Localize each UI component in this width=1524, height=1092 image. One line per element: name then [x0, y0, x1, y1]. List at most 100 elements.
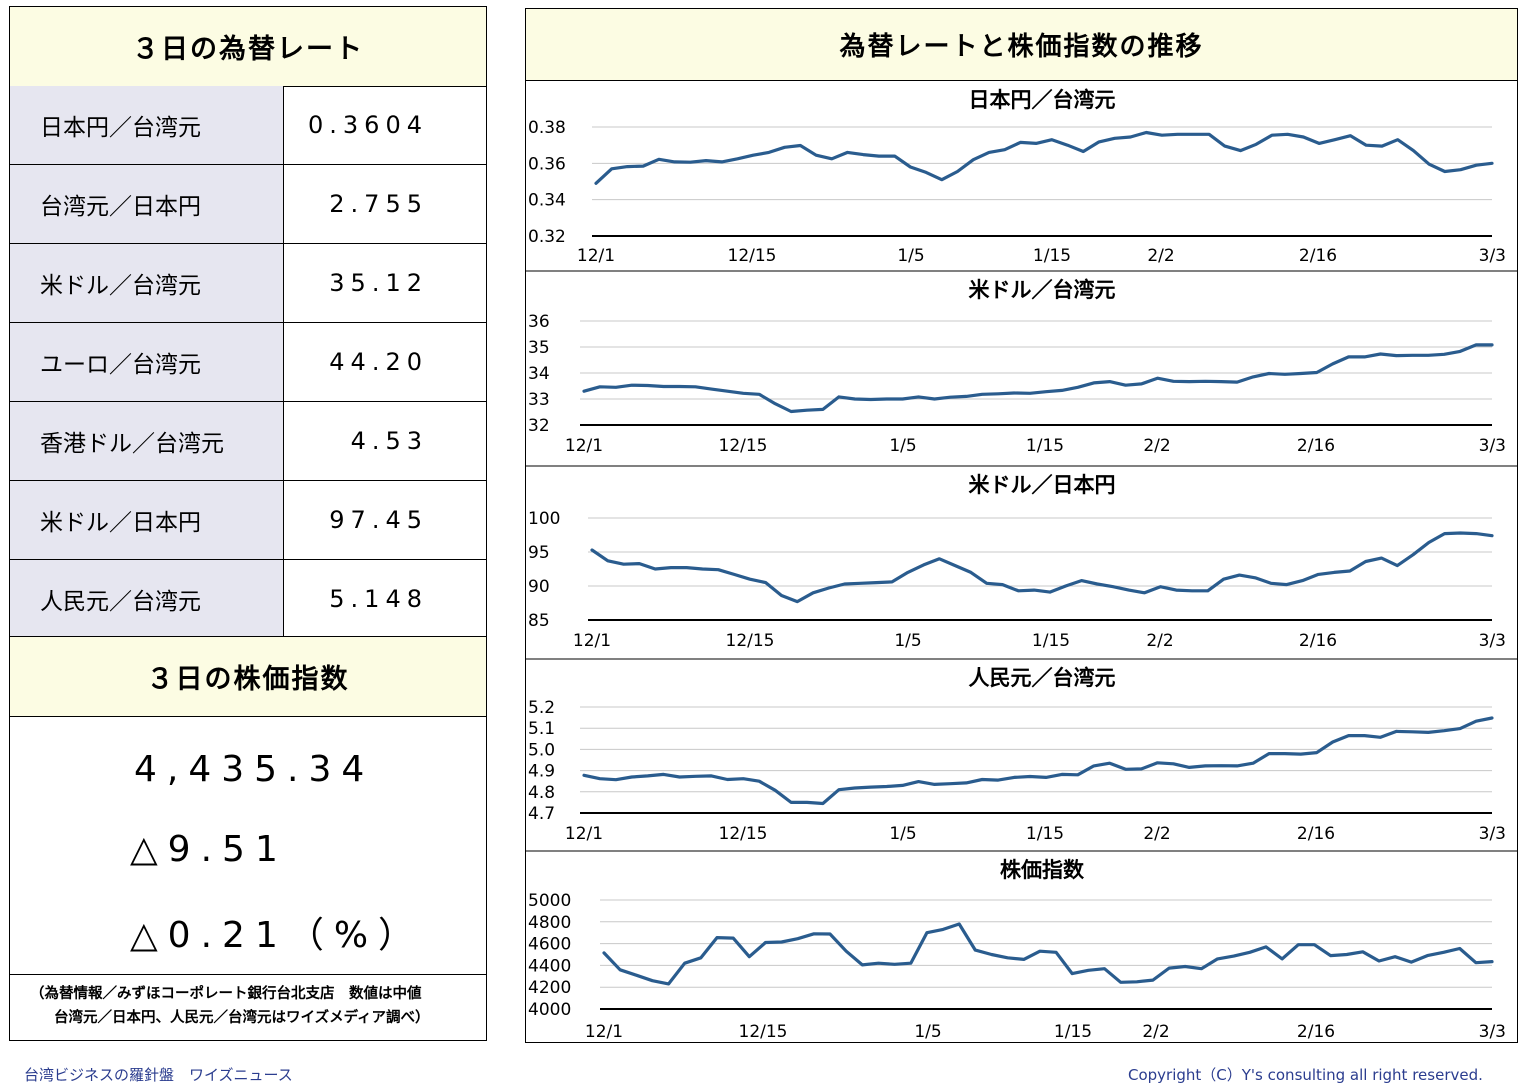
y-tick-label: 4200	[528, 978, 571, 998]
rate-title: ３日の為替レート	[10, 7, 486, 87]
y-tick-label: 0.34	[528, 191, 566, 211]
x-tick-label: 12/1	[577, 246, 615, 266]
x-tick-label: 1/5	[889, 824, 916, 844]
x-tick-label: 1/15	[1054, 1022, 1092, 1042]
x-tick-label: 2/16	[1297, 824, 1335, 844]
source-note-line1: （為替情報／みずほコーポレート銀行台北支店 数値は中値	[30, 986, 422, 1002]
rate-label: ユーロ／台湾元	[10, 322, 284, 402]
rate-label: 米ドル／台湾元	[10, 243, 284, 323]
rate-value: 5.148	[329, 585, 428, 613]
stock-value: 4,435.34	[134, 749, 375, 790]
y-tick-label: 85	[528, 611, 550, 631]
rate-value: 35.12	[283, 243, 486, 323]
chart-title: 株価指数	[1000, 858, 1085, 882]
x-tick-label: 12/1	[565, 824, 603, 844]
y-tick-label: 4.8	[528, 783, 555, 803]
charts-svg: 日本円／台湾元 0.38 0.36 0.34 0.32 12/1 12/15 1/5 1/15 2…	[526, 88, 1517, 1042]
y-tick-label: 33	[528, 390, 550, 410]
rate-label: 香港ドル／台湾元	[10, 401, 284, 481]
chart-2: 米ドル／台湾元 36 35 34 33 32 12/1 12/15 1/5 1/15 2/2 2/16…	[526, 270, 1517, 456]
x-tick-label: 1/5	[897, 246, 924, 266]
y-tick-label: 5000	[528, 891, 571, 911]
y-tick-label: 32	[528, 416, 550, 436]
y-tick-label: 95	[528, 543, 550, 563]
chart-panel: 為替レートと株価指数の推移 日本円／台湾元 0.38 0.36 0.34 0.32 12/…	[525, 8, 1518, 1043]
chart-title: 米ドル／日本円	[969, 473, 1116, 497]
x-tick-label: 12/15	[719, 436, 768, 456]
chart-title: 人民元／台湾元	[969, 666, 1116, 690]
y-tick-label: 90	[528, 577, 550, 597]
x-tick-label: 2/2	[1142, 1022, 1169, 1042]
rate-value: 0.3604	[283, 86, 486, 165]
x-tick-label: 12/1	[573, 631, 611, 651]
table-row: 香港ドル／台湾元 4.53	[10, 401, 486, 481]
y-tick-label: 35	[528, 338, 550, 358]
x-tick-label: 3/3	[1479, 824, 1506, 844]
x-tick-label: 2/16	[1299, 631, 1337, 651]
x-tick-label: 1/5	[914, 1022, 941, 1042]
chart-title: 米ドル／台湾元	[969, 278, 1116, 302]
chart-title: 日本円／台湾元	[969, 88, 1116, 112]
source-note-line2: 台湾元／日本円、人民元／台湾元はワイズメディア調べ）	[54, 1010, 430, 1026]
table-row: 米ドル／台湾元 35.12	[10, 243, 486, 323]
series-line	[582, 343, 1494, 414]
rate-value: 97.45	[283, 480, 486, 560]
y-tick-label: 36	[528, 312, 550, 332]
x-tick-label: 12/15	[739, 1022, 788, 1042]
table-row: 日本円／台湾元 0.3604	[10, 86, 486, 165]
x-tick-label: 12/15	[719, 824, 768, 844]
y-tick-label: 0.36	[528, 154, 566, 174]
x-tick-label: 2/2	[1146, 631, 1173, 651]
x-tick-label: 2/16	[1299, 246, 1337, 266]
y-tick-label: 4600	[528, 935, 571, 955]
rate-label: 人民元／台湾元	[10, 559, 284, 638]
footer-copyright: Copyright（C）Y's consulting all right res…	[1128, 1066, 1483, 1084]
table-row: ユーロ／台湾元 44.20	[10, 322, 486, 402]
series-line	[590, 531, 1494, 604]
x-tick-label: 1/15	[1026, 436, 1064, 456]
y-tick-label: 5.2	[528, 698, 555, 718]
x-tick-label: 12/15	[726, 631, 775, 651]
series-line	[594, 130, 1494, 185]
x-tick-label: 3/3	[1479, 436, 1506, 456]
x-tick-label: 2/16	[1297, 436, 1335, 456]
series-line	[602, 922, 1494, 986]
footer-site-name[interactable]: 台湾ビジネスの羅針盤 ワイズニュース	[24, 1066, 293, 1084]
y-tick-label: 34	[528, 364, 550, 384]
table-row: 米ドル／日本円 97.45	[10, 480, 486, 560]
x-tick-label: 12/15	[728, 246, 777, 266]
table-row: 台湾元／日本円 2.755	[10, 164, 486, 244]
x-tick-label: 12/1	[585, 1022, 623, 1042]
chart-4: 人民元／台湾元 5.25.15.04.94.84.7 12/1 12/15 1/5 1/1…	[526, 658, 1517, 844]
y-tick-label: 0.38	[528, 118, 566, 138]
x-tick-label: 2/2	[1143, 436, 1170, 456]
y-tick-label: 5.0	[528, 740, 555, 760]
y-tick-label: 4400	[528, 956, 571, 976]
stock-change: △9.51	[130, 829, 288, 870]
rate-value: 2.755	[283, 164, 486, 244]
x-tick-label: 2/2	[1143, 824, 1170, 844]
x-tick-label: 3/3	[1479, 631, 1506, 651]
rate-value: 44.20	[283, 322, 486, 402]
rate-value: 4.53	[283, 401, 486, 481]
stock-title: ３日の株価指数	[10, 636, 486, 717]
stock-panel: 4,435.34 △9.51 △0.21（%）	[10, 716, 486, 975]
y-tick-label: 4000	[528, 1000, 571, 1020]
y-tick-label: 0.32	[528, 227, 566, 247]
source-note: （為替情報／みずほコーポレート銀行台北支店 数値は中値 台湾元／日本円、人民元／…	[10, 975, 486, 1041]
x-tick-label: 1/15	[1033, 246, 1071, 266]
y-tick-label: 4.7	[528, 804, 555, 824]
y-tick-label: 4.9	[528, 762, 555, 782]
rate-label: 米ドル／日本円	[10, 480, 284, 560]
x-tick-label: 2/16	[1297, 1022, 1335, 1042]
x-tick-label: 1/15	[1032, 631, 1070, 651]
x-tick-label: 12/1	[565, 436, 603, 456]
series-line	[582, 716, 1494, 806]
rate-table: 日本円／台湾元 0.3604 台湾元／日本円 2.755 米ドル／台湾元 35.…	[10, 86, 486, 638]
table-row: 人民元／台湾元 5.148	[10, 559, 486, 638]
chart-3: 米ドル／日本円 100 95 90 85 12/1 12/15 1/5 1/15 2/2 2/16 3…	[526, 465, 1517, 651]
x-tick-label: 1/5	[894, 631, 921, 651]
rate-label: 台湾元／日本円	[10, 164, 284, 244]
y-tick-label: 100	[528, 509, 560, 529]
